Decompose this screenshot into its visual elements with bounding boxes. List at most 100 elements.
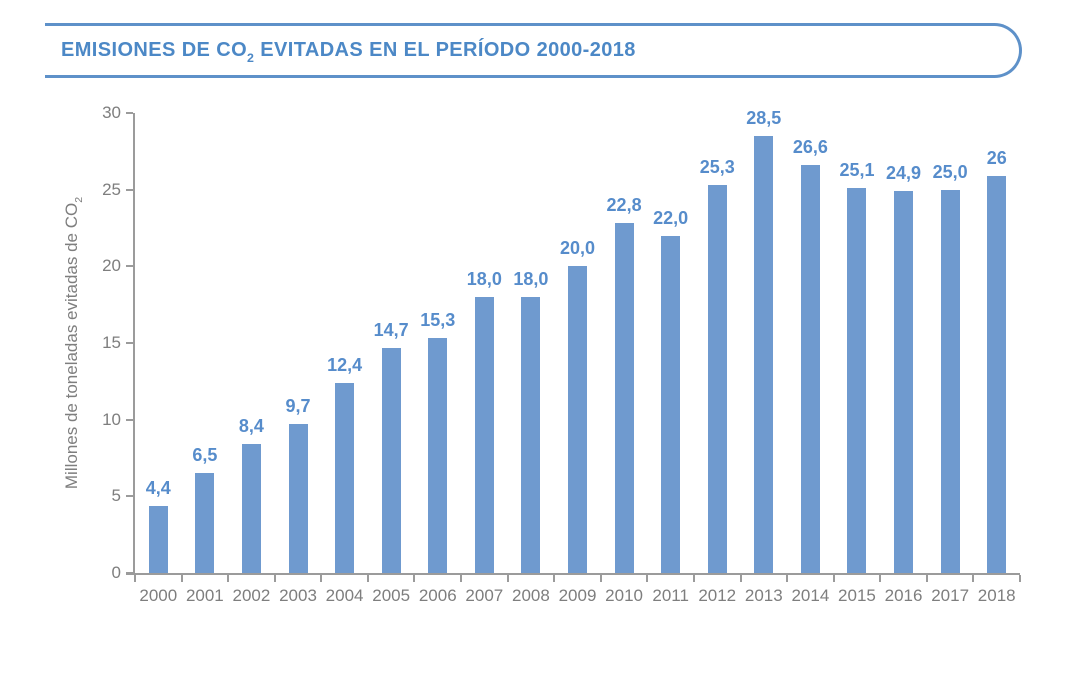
x-tick-label: 2014 [791, 586, 830, 605]
x-tick-label: 2017 [931, 586, 970, 605]
bar-value-label: 25,1 [839, 160, 875, 181]
bar-value-label: 22,0 [653, 207, 689, 228]
y-tick-label: 30 [102, 103, 121, 122]
bar [241, 444, 261, 573]
bar [800, 165, 820, 573]
x-tick-label: 2006 [418, 586, 457, 605]
x-tick-label: 2004 [325, 586, 364, 605]
x-tick [925, 575, 928, 582]
x-tick-label: 2000 [139, 586, 178, 605]
x-tick-label: 2003 [279, 586, 317, 605]
bar-value-label: 9,7 [285, 396, 311, 417]
x-tick [180, 575, 183, 582]
x-tick-label: 2016 [884, 586, 923, 605]
x-tick-label: 2010 [605, 586, 643, 605]
bar-value-label: 28,5 [746, 108, 782, 128]
bar [847, 188, 867, 573]
plot-area: 0 5 10 15 20 25 30 4,4 2000 6,5 2001 8,4 2002 9,7 2003… [102, 103, 1021, 605]
x-tick [227, 575, 230, 582]
chart-title-subscript: 2 [247, 50, 255, 65]
bar [474, 297, 494, 573]
y-axis-line [133, 113, 135, 575]
bar-value-label: 22,8 [606, 195, 642, 216]
bar [381, 347, 401, 573]
y-tick-label: 15 [102, 333, 121, 352]
y-tick [126, 342, 133, 344]
x-tick-label: 2015 [838, 586, 876, 605]
y-tick [126, 188, 133, 191]
x-tick [1019, 575, 1021, 582]
bar-value-label: 24,9 [886, 163, 922, 184]
bar-value-label: 18,0 [513, 269, 549, 289]
x-tick-label: 2008 [511, 586, 550, 605]
bar-value-label: 6,5 [192, 445, 218, 466]
bar-value-label: 20,0 [559, 238, 596, 259]
y-tick [126, 572, 133, 574]
bar [288, 424, 308, 573]
y-tick-label: 5 [111, 486, 121, 506]
bar [940, 189, 960, 573]
x-tick-label: 2009 [558, 586, 597, 605]
bar-value-label: 15,3 [420, 310, 456, 331]
y-tick [126, 418, 133, 421]
x-tick [692, 575, 695, 582]
x-tick [879, 575, 882, 582]
bar-value-label: 25,0 [932, 161, 968, 182]
x-tick [413, 575, 416, 582]
x-tick [366, 575, 369, 582]
x-tick [320, 575, 323, 582]
y-tick [126, 495, 133, 498]
x-tick [786, 575, 789, 582]
chart-title-prefix: EMISIONES DE CO [61, 39, 248, 61]
x-tick-label: 2011 [652, 586, 689, 605]
y-tick [126, 112, 133, 114]
y-tick-label: 25 [102, 179, 121, 199]
x-tick [832, 575, 835, 582]
x-tick [273, 575, 276, 582]
x-tick [134, 575, 136, 582]
chart-title: EMISIONES DE CO2 EVITADAS EN EL PERÍODO … [45, 39, 636, 65]
bar [195, 473, 215, 573]
bar-value-label: 26 [986, 147, 1007, 168]
x-axis-line [126, 573, 1020, 575]
bar [335, 382, 355, 573]
bar [614, 223, 634, 573]
x-tick-label: 2001 [185, 586, 224, 605]
y-tick-label: 10 [102, 409, 121, 429]
chart-title-suffix: EVITADAS EN EL PERÍODO 2000-2018 [254, 39, 636, 61]
bar [894, 191, 914, 573]
x-tick-label: 2007 [465, 586, 504, 605]
bar-value-label: 4,4 [145, 477, 171, 498]
x-tick [646, 575, 649, 582]
x-tick [506, 575, 509, 582]
x-tick [972, 575, 975, 582]
bar [754, 136, 774, 573]
bar [521, 297, 541, 573]
x-tick [599, 575, 602, 582]
x-tick [460, 575, 463, 582]
y-tick-label: 0 [111, 563, 121, 582]
bar-value-label: 26,6 [792, 137, 828, 158]
bar [568, 266, 587, 573]
bar-value-label: 18,0 [466, 269, 502, 289]
x-tick-label: 2002 [232, 586, 271, 605]
bar [428, 338, 448, 573]
x-tick-label: 2012 [698, 586, 737, 605]
y-tick-label: 20 [102, 256, 121, 276]
x-tick [553, 575, 556, 582]
bar [661, 235, 681, 573]
bar-value-label: 14,7 [373, 319, 409, 340]
chart-title-banner: EMISIONES DE CO2 EVITADAS EN EL PERÍODO … [45, 23, 1022, 78]
bar [707, 185, 727, 573]
bar-value-label: 8,4 [238, 416, 264, 437]
x-tick-label: 2013 [744, 586, 783, 605]
bar-value-label: 25,3 [699, 157, 735, 178]
y-tick [126, 265, 133, 268]
bar-value-label: 12,4 [327, 354, 363, 375]
bar [148, 505, 168, 573]
x-tick-label: 2005 [372, 586, 411, 605]
bar [987, 175, 1007, 573]
x-tick-label: 2018 [977, 586, 1016, 605]
x-tick [739, 575, 742, 582]
